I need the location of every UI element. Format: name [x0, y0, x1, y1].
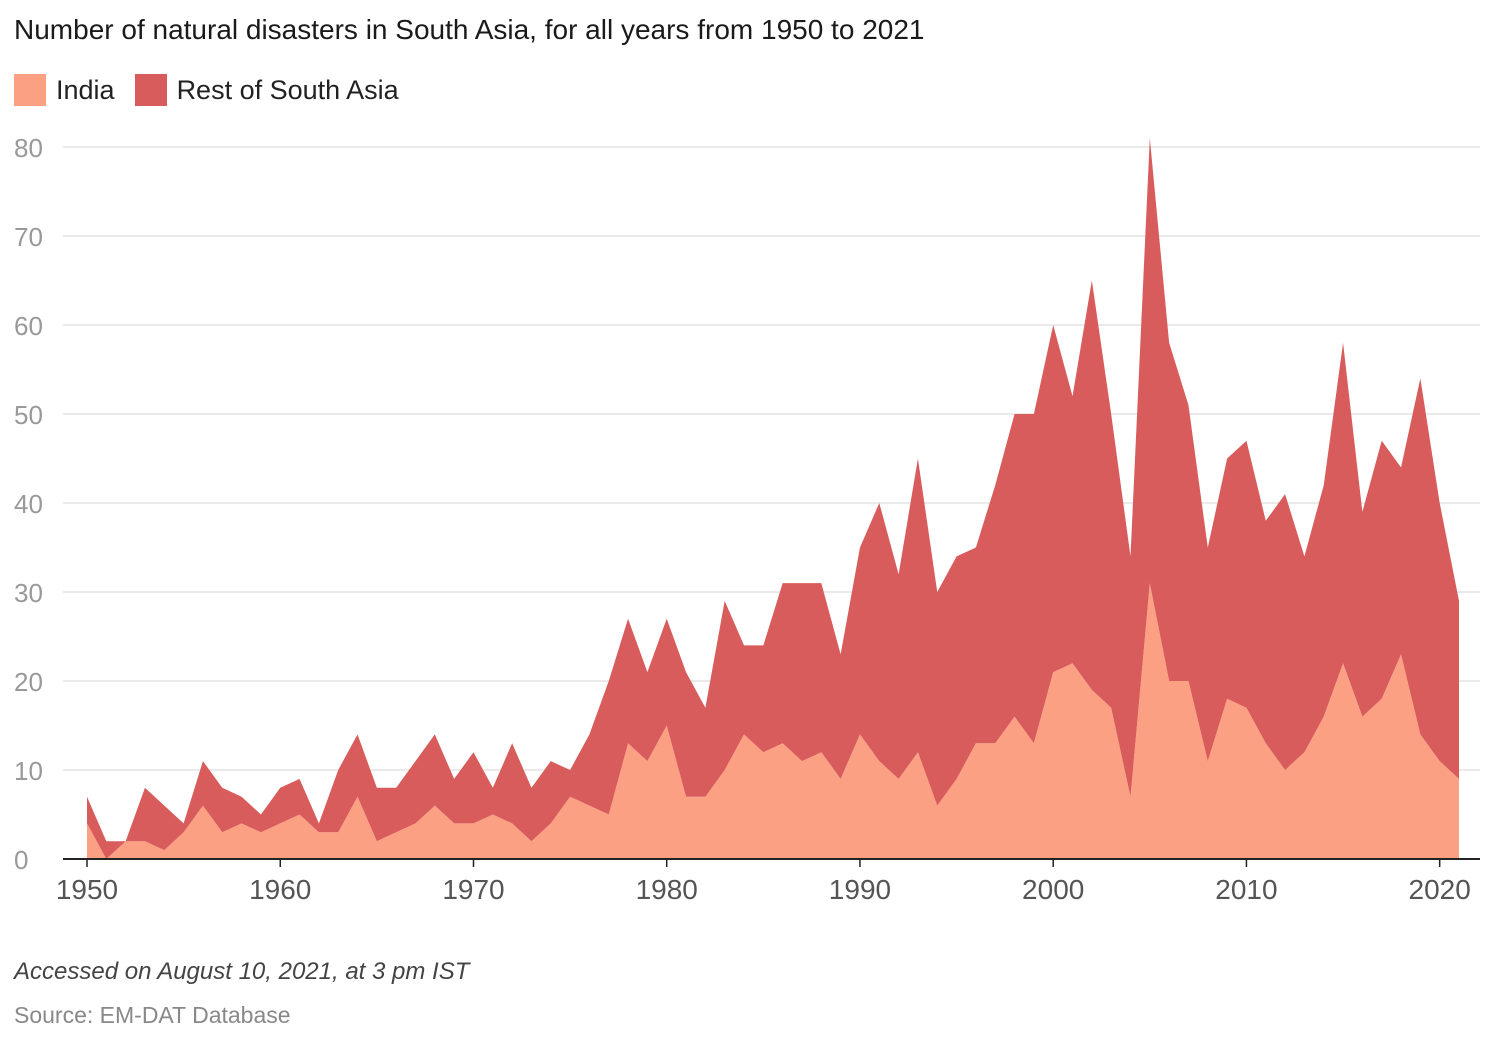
legend-label-rest-of-south-asia: Rest of South Asia	[176, 74, 399, 105]
x-tick-label-2020: 2020	[1409, 874, 1471, 905]
x-tick-label-2000: 2000	[1022, 874, 1084, 905]
x-tick-label-1970: 1970	[442, 874, 504, 905]
x-tick-label-1950: 1950	[56, 874, 118, 905]
legend-swatch-india	[14, 74, 46, 106]
access-note: Accessed on August 10, 2021, at 3 pm IST	[14, 958, 470, 985]
legend-label-india: India	[56, 74, 115, 105]
x-tick-label-1980: 1980	[636, 874, 698, 905]
y-tick-label-0: 0	[14, 845, 28, 875]
x-tick-label-1960: 1960	[249, 874, 311, 905]
legend: India Rest of South Asia	[14, 74, 419, 106]
chart-title: Number of natural disasters in South Asi…	[14, 14, 925, 45]
y-tick-label-20: 20	[14, 667, 43, 697]
x-tick-label-1990: 1990	[829, 874, 891, 905]
legend-item-rest-of-south-asia: Rest of South Asia	[134, 74, 399, 106]
y-tick-label-70: 70	[14, 222, 43, 252]
y-tick-label-50: 50	[14, 400, 43, 430]
source-note: Source: EM-DAT Database	[14, 1002, 291, 1028]
legend-swatch-rest-of-south-asia	[134, 74, 167, 106]
y-tick-label-30: 30	[14, 578, 43, 608]
y-tick-label-80: 80	[14, 133, 43, 163]
y-tick-label-40: 40	[14, 489, 43, 519]
x-tick-label-2010: 2010	[1215, 874, 1277, 905]
y-tick-label-10: 10	[14, 756, 43, 786]
y-tick-label-60: 60	[14, 311, 43, 341]
area-series-india	[87, 583, 1459, 859]
legend-item-india: India	[14, 74, 115, 106]
area-series-rest-of-south-asia	[87, 138, 1459, 860]
